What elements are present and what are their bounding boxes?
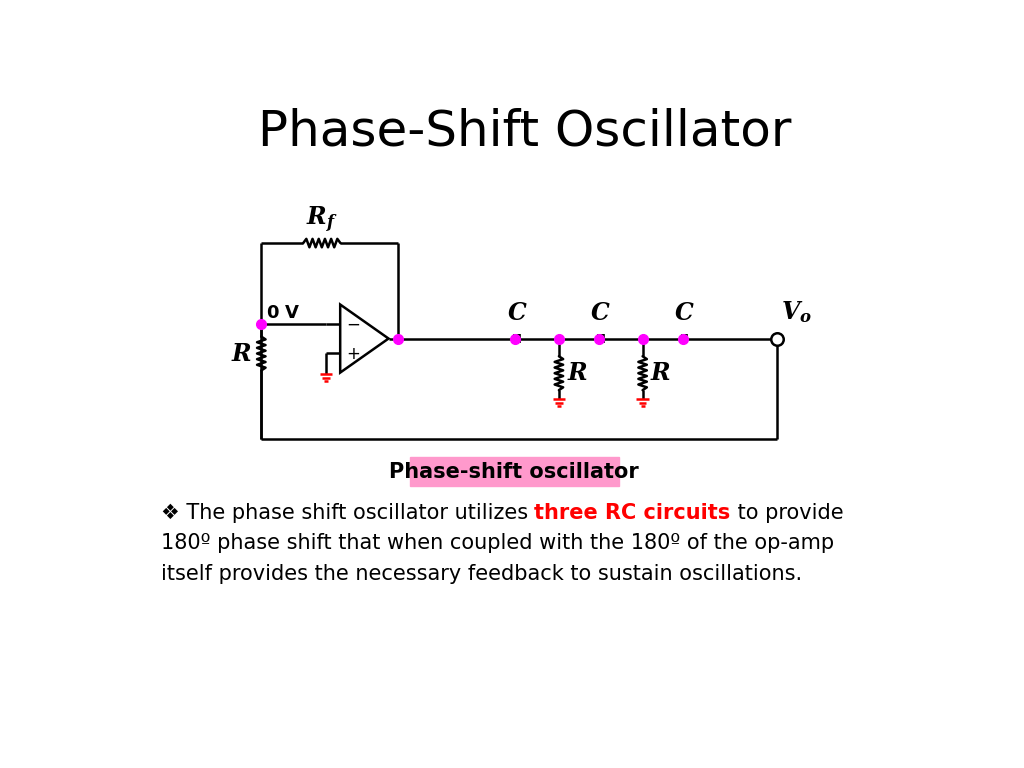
Text: $\bfit{R}$: $\bfit{R}$ — [566, 361, 588, 386]
Text: $\bfit{C}$: $\bfit{C}$ — [674, 301, 694, 325]
Text: itself provides the necessary feedback to sustain oscillations.: itself provides the necessary feedback t… — [161, 564, 802, 584]
Text: $\bfit{V}_o$: $\bfit{V}_o$ — [780, 299, 812, 325]
Text: Phase-Shift Oscillator: Phase-Shift Oscillator — [258, 108, 792, 156]
Text: $\bfit{C}$: $\bfit{C}$ — [591, 301, 611, 325]
Text: $-$: $-$ — [346, 314, 360, 333]
FancyBboxPatch shape — [410, 457, 618, 486]
Text: Phase-shift oscillator: Phase-shift oscillator — [389, 462, 639, 482]
Text: $\mathbf{0\ V}$: $\mathbf{0\ V}$ — [266, 304, 300, 322]
Text: $\bfit{R}$: $\bfit{R}$ — [231, 342, 252, 366]
Text: ❖ The phase shift oscillator utilizes: ❖ The phase shift oscillator utilizes — [161, 502, 535, 522]
Text: $\bfit{R}$: $\bfit{R}$ — [650, 361, 672, 386]
Text: $+$: $+$ — [346, 345, 360, 362]
Text: $\bfit{R}_f$: $\bfit{R}_f$ — [306, 205, 338, 235]
Text: 180º phase shift that when coupled with the 180º of the op-amp: 180º phase shift that when coupled with … — [161, 533, 834, 554]
Text: to provide: to provide — [730, 502, 843, 522]
Text: three RC circuits: three RC circuits — [535, 502, 730, 522]
Text: $\bfit{C}$: $\bfit{C}$ — [507, 301, 527, 325]
